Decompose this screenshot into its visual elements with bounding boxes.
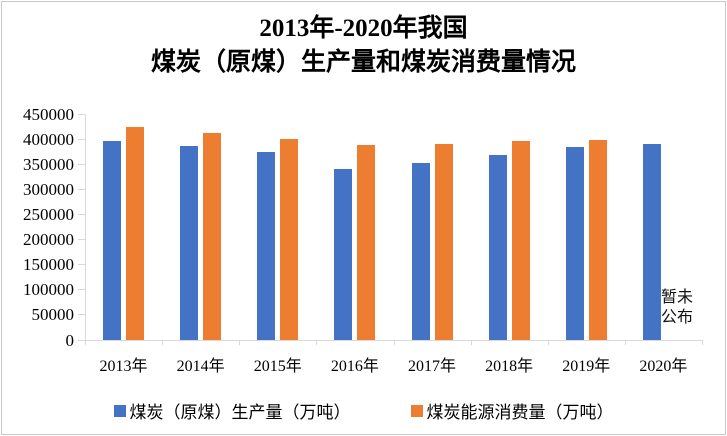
chart-title-line2: 煤炭（原煤）生产量和煤炭消费量情况	[150, 49, 576, 76]
y-tick-mark	[78, 289, 85, 291]
bar-consumption-2017年	[434, 143, 453, 340]
x-axis-tick-label: 2015年	[253, 358, 302, 375]
consumption-series-swatch-icon	[410, 404, 423, 417]
y-axis-tick-label: 300000	[23, 179, 74, 199]
bar-consumption-2018年	[511, 140, 530, 340]
bar-consumption-2019年	[588, 140, 607, 340]
production-legend-label: 煤炭（原煤）生产量（万吨）	[129, 403, 351, 422]
x-tick-mark	[162, 341, 164, 345]
bar-production-2016年	[334, 168, 353, 340]
y-axis-tick-label: 50000	[31, 305, 75, 325]
x-axis-tick-label: 2016年	[330, 358, 379, 375]
y-axis-tick-label: 200000	[23, 230, 74, 250]
x-axis-tick-label: 2013年	[99, 358, 148, 375]
y-axis-tick-label: 0	[65, 330, 75, 350]
consumption-legend-label: 煤炭能源消费量（万吨）	[426, 403, 614, 422]
y-axis-tick-label: 250000	[23, 204, 74, 224]
x-tick-mark	[393, 341, 395, 345]
chart-title: 2013年-2020年我国 煤炭（原煤）生产量和煤炭消费量情况	[0, 12, 727, 80]
legend: 煤炭（原煤）生产量（万吨） 煤炭能源消费量（万吨）	[0, 398, 727, 423]
x-tick-mark	[547, 341, 549, 345]
x-tick-mark	[702, 341, 703, 345]
y-tick-mark	[78, 113, 85, 115]
bar-consumption-2015年	[280, 139, 299, 340]
x-tick-mark	[470, 341, 472, 345]
legend-item-production: 煤炭（原煤）生产量（万吨）	[113, 398, 351, 423]
y-axis-tick-label: 400000	[23, 129, 74, 149]
y-tick-mark	[78, 314, 85, 316]
x-axis-tick-label: 2020年	[639, 358, 688, 375]
y-tick-mark	[78, 188, 85, 190]
no-data-annotation: 暂未公布	[661, 289, 694, 326]
x-axis-tick-label: 2014年	[176, 358, 225, 375]
production-series-swatch-icon	[113, 404, 126, 417]
bar-consumption-2016年	[357, 144, 376, 340]
x-tick-mark	[85, 341, 86, 345]
chart-title-line1: 2013年-2020年我国	[259, 15, 468, 42]
bar-production-2014年	[180, 145, 199, 340]
x-tick-mark	[316, 341, 318, 345]
bar-consumption-2014年	[203, 132, 222, 340]
bar-consumption-2013年	[126, 127, 145, 340]
y-tick-mark	[78, 163, 85, 165]
x-tick-mark	[239, 341, 241, 345]
bar-production-2020年	[642, 144, 661, 340]
bar-production-2018年	[488, 154, 507, 340]
legend-item-consumption: 煤炭能源消费量（万吨）	[410, 398, 614, 423]
bar-production-2013年	[103, 140, 122, 340]
y-axis-tick-label: 350000	[23, 154, 74, 174]
y-tick-mark	[78, 339, 85, 341]
y-axis-line	[85, 114, 86, 341]
x-axis-tick-label: 2017年	[408, 358, 457, 375]
x-axis-tick-label: 2018年	[485, 358, 534, 375]
y-tick-mark	[78, 213, 85, 215]
bar-production-2017年	[411, 163, 430, 340]
x-tick-mark	[624, 341, 626, 345]
y-tick-mark	[78, 239, 85, 241]
y-tick-mark	[78, 138, 85, 140]
bar-production-2019年	[565, 146, 584, 340]
x-axis-tick-label: 2019年	[562, 358, 611, 375]
y-axis-tick-label: 450000	[23, 104, 74, 124]
x-axis-line	[85, 340, 703, 341]
y-axis-tick-label: 100000	[23, 280, 74, 300]
bar-production-2015年	[257, 151, 276, 340]
y-axis-tick-label: 150000	[23, 255, 74, 275]
y-tick-mark	[78, 264, 85, 266]
